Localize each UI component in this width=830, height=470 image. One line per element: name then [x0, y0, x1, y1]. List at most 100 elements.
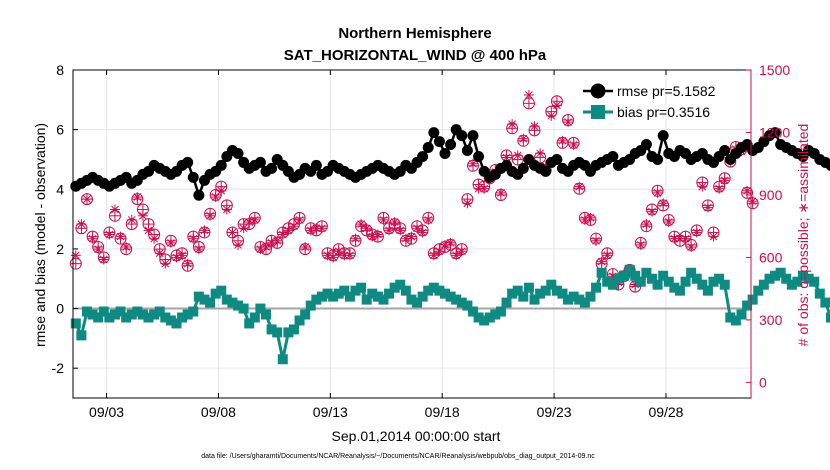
y-tick-label: 2 — [56, 241, 64, 257]
bias-point — [770, 270, 781, 281]
bias-point — [507, 288, 518, 299]
bias-point — [412, 297, 423, 308]
legend-rmse-marker — [590, 83, 606, 99]
x-axis-label: Sep.01,2014 00:00:00 start — [332, 428, 501, 444]
bias-point — [227, 297, 238, 308]
bias-point — [76, 330, 87, 341]
bias-point — [339, 285, 350, 296]
bias-point — [792, 276, 803, 287]
assimilated-obs-point — [501, 152, 512, 163]
assimilated-obs-point — [702, 202, 713, 213]
bias-point — [607, 279, 618, 290]
assimilated-obs-point — [93, 244, 104, 255]
bias-point — [104, 312, 115, 323]
assimilated-obs-point — [177, 250, 188, 261]
assimilated-obs-point — [602, 250, 613, 261]
bias-point — [344, 291, 355, 302]
bias-point — [479, 315, 490, 326]
assimilated-obs-point — [462, 198, 473, 209]
bias-point — [473, 312, 484, 323]
bias-point — [434, 285, 445, 296]
x-tick-label: 09/18 — [425, 404, 460, 420]
rmse-point — [187, 171, 199, 183]
assimilated-obs-point — [641, 219, 652, 230]
bias-point — [121, 312, 132, 323]
bias-point — [311, 294, 322, 305]
bias-point — [585, 291, 596, 302]
bias-point — [266, 324, 277, 335]
bias-point — [730, 315, 741, 326]
y2-tick-label: 300 — [759, 312, 783, 328]
bias-point — [630, 270, 641, 281]
assimilated-obs-point — [518, 133, 529, 144]
assimilated-obs-point — [535, 148, 546, 159]
assimilated-obs-point — [412, 223, 423, 234]
assimilated-obs-point — [121, 242, 132, 253]
rmse-point — [467, 130, 479, 142]
assimilated-obs-point — [339, 250, 350, 261]
assimilated-obs-point — [428, 250, 439, 261]
bias-point — [109, 309, 120, 320]
rmse-point — [551, 153, 563, 165]
assimilated-obs-point — [149, 233, 160, 244]
bias-point — [98, 306, 109, 317]
bias-point — [260, 309, 271, 320]
bias-point — [742, 300, 753, 311]
rmse-point — [310, 159, 322, 171]
rmse-point — [439, 147, 451, 159]
bias-point — [356, 282, 367, 293]
x-tick-label: 09/28 — [648, 404, 683, 420]
bias-point — [445, 291, 456, 302]
bias-point — [529, 294, 540, 305]
assimilated-obs-point — [372, 229, 383, 240]
assimilated-obs-point — [193, 244, 204, 255]
bias-point — [764, 273, 775, 284]
bias-point — [641, 267, 652, 278]
bias-point — [199, 294, 210, 305]
assimilated-obs-point — [249, 214, 260, 225]
legend: rmse pr=5.1582 bias pr=0.3516 — [583, 83, 716, 120]
bias-point — [143, 312, 154, 323]
rmse-point — [182, 156, 194, 168]
assimilated-obs-point — [76, 219, 87, 230]
assimilated-obs-point — [395, 225, 406, 236]
assimilated-obs-point — [658, 198, 669, 209]
bias-point — [495, 306, 506, 317]
y2-tick-label: 900 — [759, 187, 783, 203]
y-tick-label: 8 — [56, 62, 64, 78]
bias-point — [372, 291, 383, 302]
rmse-point — [657, 130, 669, 142]
y-tick-label: -2 — [52, 360, 65, 376]
assimilated-obs-point — [546, 110, 557, 121]
x-tick-label: 09/13 — [313, 404, 348, 420]
bias-point — [758, 279, 769, 290]
assimilated-obs-point — [686, 242, 697, 253]
bias-point — [501, 297, 512, 308]
y-tick-label: 4 — [56, 181, 64, 197]
assimilated-obs-point — [417, 227, 428, 238]
bias-point — [775, 267, 786, 278]
assimilated-obs-point — [260, 242, 271, 253]
assimilated-obs-point — [467, 158, 478, 169]
bias-point — [205, 297, 216, 308]
rmse-point — [445, 139, 457, 151]
assimilated-obs-point — [596, 256, 607, 267]
assimilated-obs-point — [451, 250, 462, 261]
bias-point — [568, 291, 579, 302]
axes: 09/03 09/08 09/13 09/18 09/23 09/28 -2 0 2 4 6 8 0 30… — [52, 62, 791, 420]
assimilated-obs-point — [288, 221, 299, 232]
assimilated-obs-point — [585, 212, 596, 223]
bias-point — [165, 315, 176, 326]
chart-subtitle: SAT_HORIZONTAL_WIND @ 400 hPa — [284, 47, 547, 64]
bias-point — [719, 279, 730, 290]
rmse-point — [232, 147, 244, 159]
bias-point — [652, 279, 663, 290]
rmse-point — [473, 150, 485, 162]
y2-tick-label: 600 — [759, 249, 783, 265]
rmse-point — [517, 162, 529, 174]
rmse-point — [266, 162, 278, 174]
bias-point — [518, 291, 529, 302]
bias-point — [93, 312, 104, 323]
assimilated-obs-point — [137, 210, 148, 221]
bias-point — [137, 309, 148, 320]
